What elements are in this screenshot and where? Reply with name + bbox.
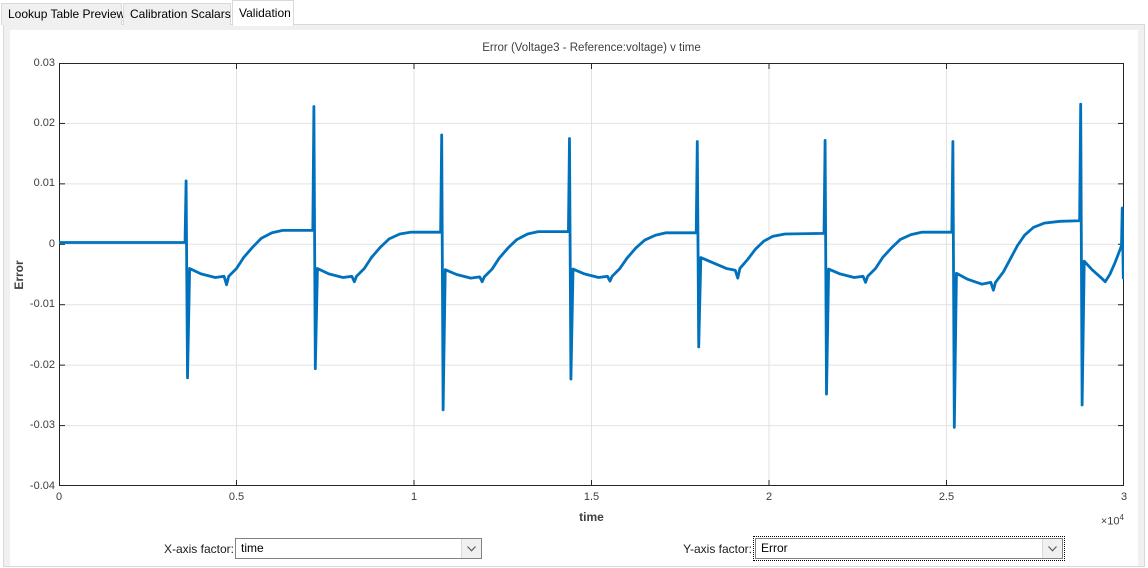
tab-label: Calibration Scalars [130, 7, 231, 21]
x-tick-label: 2.5 [938, 491, 955, 503]
y-factor-value: Error [761, 541, 788, 555]
tab-label: Validation [239, 6, 291, 20]
y-tick-label: 0.02 [33, 116, 55, 129]
y-tick-label: 0 [48, 237, 55, 250]
x-tick-label: 0.5 [228, 491, 245, 503]
plot-area [59, 63, 1124, 486]
x-tick-label: 2 [765, 491, 773, 503]
y-tick-label: 0.01 [33, 177, 55, 190]
y-tick-label: -0.04 [29, 479, 55, 492]
chart-svg [59, 63, 1124, 486]
x-axis-label: time [579, 510, 604, 524]
figure-area: Error (Voltage3 - Reference:voltage) v t… [10, 30, 1138, 566]
chart-title: Error (Voltage3 - Reference:voltage) v t… [482, 42, 701, 54]
tab-bar: Lookup Table Preview Calibration Scalars… [0, 0, 1148, 26]
tab-label: Lookup Table Preview [8, 7, 126, 21]
x-factor-label: X-axis factor: [163, 542, 234, 556]
y-tick-label: -0.03 [29, 419, 55, 432]
validation-panel: Error (Voltage3 - Reference:voltage) v t… [3, 24, 1145, 567]
x-tick-label: 0 [55, 491, 63, 503]
y-factor-dropdown[interactable]: Error [753, 536, 1065, 561]
y-tick-label: -0.02 [29, 358, 55, 371]
series-line-error [59, 102, 1124, 429]
chevron-down-icon[interactable] [1042, 539, 1062, 558]
chevron-down-icon[interactable] [461, 539, 481, 558]
tab-calibration-scalars[interactable]: Calibration Scalars [123, 3, 231, 25]
x-factor-dropdown[interactable]: time [235, 538, 482, 559]
x-axis-exponent: ×104 [1100, 513, 1124, 528]
y-factor-label: Y-axis factor: [683, 542, 752, 556]
tab-lookup-table-preview[interactable]: Lookup Table Preview [1, 3, 126, 25]
y-tick-label: 0.03 [33, 56, 55, 69]
tab-validation[interactable]: Validation [232, 0, 294, 26]
x-tick-label: 1 [410, 491, 418, 503]
y-tick-label: -0.01 [29, 298, 55, 311]
x-tick-label: 1.5 [583, 491, 600, 503]
x-tick-label: 3 [1120, 491, 1128, 503]
x-factor-value: time [241, 541, 264, 555]
